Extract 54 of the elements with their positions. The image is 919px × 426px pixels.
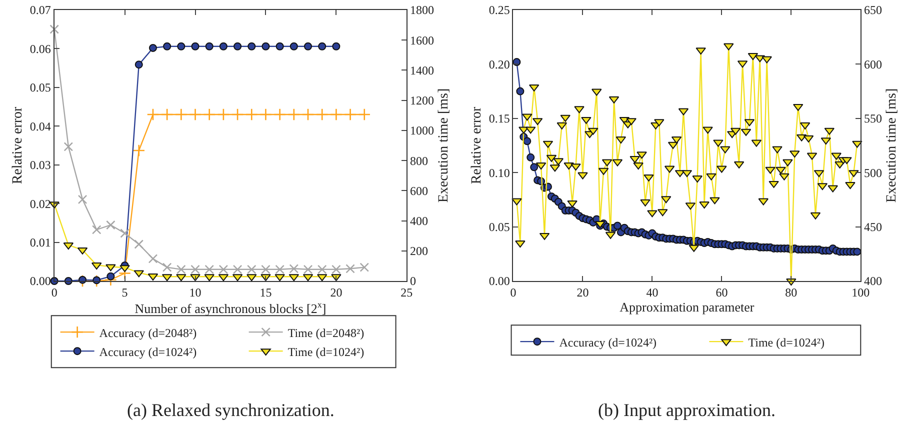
legend-label: Accuracy (d=1024²) <box>559 335 657 350</box>
y2-tick-label: 550 <box>864 112 882 126</box>
y-axis-title: Relative error <box>10 106 26 184</box>
y2-tick-label: 500 <box>864 166 882 180</box>
legend-label: Time (d=2048²) <box>288 326 364 340</box>
y2-tick-label: 600 <box>410 184 428 198</box>
y-tick-label: 0.00 <box>30 274 51 288</box>
x-tick-label: 60 <box>716 285 728 300</box>
legend-label: Time (d=1024²) <box>288 344 364 359</box>
y2-tick-label: 1200 <box>410 94 434 108</box>
y-tick-label: 0.01 <box>30 235 51 250</box>
x-tick-label: 20 <box>330 285 342 300</box>
x-tick-label: 20 <box>576 285 589 300</box>
y-tick-label: 0.02 <box>30 196 51 211</box>
y2-tick-label: 1400 <box>410 63 434 78</box>
y2-tick-label: 600 <box>864 57 882 72</box>
y2-tick-label: 400 <box>410 214 428 228</box>
y-tick-label: 0.03 <box>30 158 51 172</box>
x-tick-label: 5 <box>122 285 128 300</box>
x-tick-label: 25 <box>400 285 413 300</box>
y2-tick-label: 200 <box>410 244 428 258</box>
x-tick-label: 0 <box>51 285 58 300</box>
y2-tick-label: 800 <box>410 154 428 168</box>
x-tick-label: 10 <box>189 285 202 300</box>
y-tick-label: 0.00 <box>488 274 510 288</box>
y2-tick-label: 1000 <box>410 124 434 138</box>
y2-tick-label: 1600 <box>410 33 434 48</box>
y2-tick-label: 650 <box>864 3 882 18</box>
x-axis-title: Approximation parameter <box>620 299 755 314</box>
legend-label: Accuracy (d=1024²) <box>99 344 197 359</box>
x-tick-label: 80 <box>785 285 798 300</box>
y2-tick-label: 0 <box>410 274 416 288</box>
x-tick-label: 15 <box>260 285 272 300</box>
x-tick-label: 0 <box>510 285 516 300</box>
y-tick-label: 0.06 <box>30 42 51 56</box>
x-axis-title: Number of asynchronous blocks [2$^{x}$] <box>134 299 326 316</box>
legend-label: Accuracy (d=2048²) <box>99 326 197 340</box>
y-tick-label: 0.20 <box>488 57 510 72</box>
y-tick-label: 0.07 <box>30 3 51 18</box>
y-tick-label: 0.05 <box>30 80 51 95</box>
y-tick-label: 0.25 <box>488 3 510 18</box>
y2-axis-title: Execution time [ms] <box>436 88 452 203</box>
y-tick-label: 0.10 <box>488 166 510 180</box>
y2-tick-label: 450 <box>864 220 882 234</box>
y2-tick-label: 1800 <box>410 3 434 18</box>
y-axis-title: Relative error <box>469 106 484 184</box>
y-tick-label: 0.15 <box>488 112 510 126</box>
x-tick-label: 40 <box>646 285 658 300</box>
y-tick-label: 0.05 <box>488 220 510 234</box>
legend-label: Time (d=1024²) <box>748 335 824 350</box>
text: (b) Input approximation. <box>598 400 776 420</box>
y2-axis-title: Execution time [ms] <box>884 88 900 203</box>
y-tick-label: 0.04 <box>30 119 51 134</box>
text: (a) Relaxed synchronization. <box>127 400 334 420</box>
